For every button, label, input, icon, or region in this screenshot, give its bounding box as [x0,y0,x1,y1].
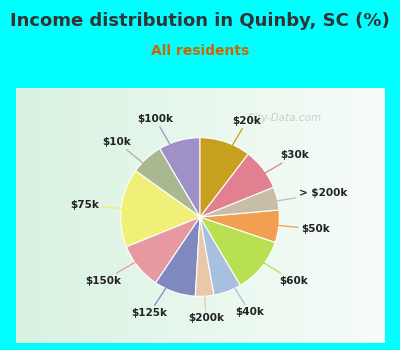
Text: $50k: $50k [241,222,330,234]
Text: All residents: All residents [151,44,249,58]
Text: Income distribution in Quinby, SC (%): Income distribution in Quinby, SC (%) [10,12,390,30]
Wedge shape [121,171,200,247]
Wedge shape [126,217,200,283]
Wedge shape [200,187,279,217]
Text: > $200k: > $200k [240,188,347,207]
Wedge shape [156,217,200,296]
Text: $150k: $150k [85,243,168,286]
Wedge shape [200,217,240,295]
Wedge shape [200,210,279,243]
Text: $200k: $200k [188,258,224,323]
Text: $60k: $60k [232,243,308,286]
Wedge shape [160,138,200,217]
Text: $30k: $30k [233,150,310,192]
Wedge shape [136,149,200,217]
Text: City-Data.com: City-Data.com [248,113,322,123]
Wedge shape [200,138,248,217]
Text: $40k: $40k [214,256,264,317]
Wedge shape [200,154,274,217]
Text: $100k: $100k [137,114,189,177]
Wedge shape [200,217,275,285]
Text: $20k: $20k [213,116,261,178]
Text: $10k: $10k [103,137,172,187]
Wedge shape [195,217,214,296]
Text: $75k: $75k [70,200,159,212]
Text: $125k: $125k [132,256,187,318]
